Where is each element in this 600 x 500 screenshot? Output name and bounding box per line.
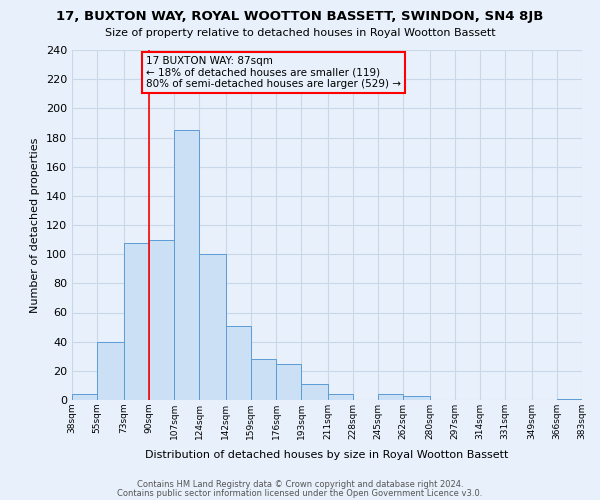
Bar	[226, 326, 251, 400]
X-axis label: Distribution of detached houses by size in Royal Wootton Bassett: Distribution of detached houses by size …	[145, 450, 509, 460]
Text: Contains public sector information licensed under the Open Government Licence v3: Contains public sector information licen…	[118, 488, 482, 498]
Bar	[97, 342, 124, 400]
Y-axis label: Number of detached properties: Number of detached properties	[31, 138, 40, 312]
Bar	[557, 398, 582, 400]
Text: Contains HM Land Registry data © Crown copyright and database right 2024.: Contains HM Land Registry data © Crown c…	[137, 480, 463, 489]
Text: 17, BUXTON WAY, ROYAL WOOTTON BASSETT, SWINDON, SN4 8JB: 17, BUXTON WAY, ROYAL WOOTTON BASSETT, S…	[56, 10, 544, 23]
Bar	[378, 394, 403, 400]
Bar	[149, 240, 174, 400]
Bar	[124, 242, 149, 400]
Bar	[72, 394, 97, 400]
Bar	[199, 254, 226, 400]
Bar	[328, 394, 353, 400]
Bar	[276, 364, 301, 400]
Bar	[251, 359, 276, 400]
Bar	[174, 130, 199, 400]
Bar	[301, 384, 328, 400]
Text: 17 BUXTON WAY: 87sqm
← 18% of detached houses are smaller (119)
80% of semi-deta: 17 BUXTON WAY: 87sqm ← 18% of detached h…	[146, 56, 401, 89]
Text: Size of property relative to detached houses in Royal Wootton Bassett: Size of property relative to detached ho…	[104, 28, 496, 38]
Bar	[403, 396, 430, 400]
